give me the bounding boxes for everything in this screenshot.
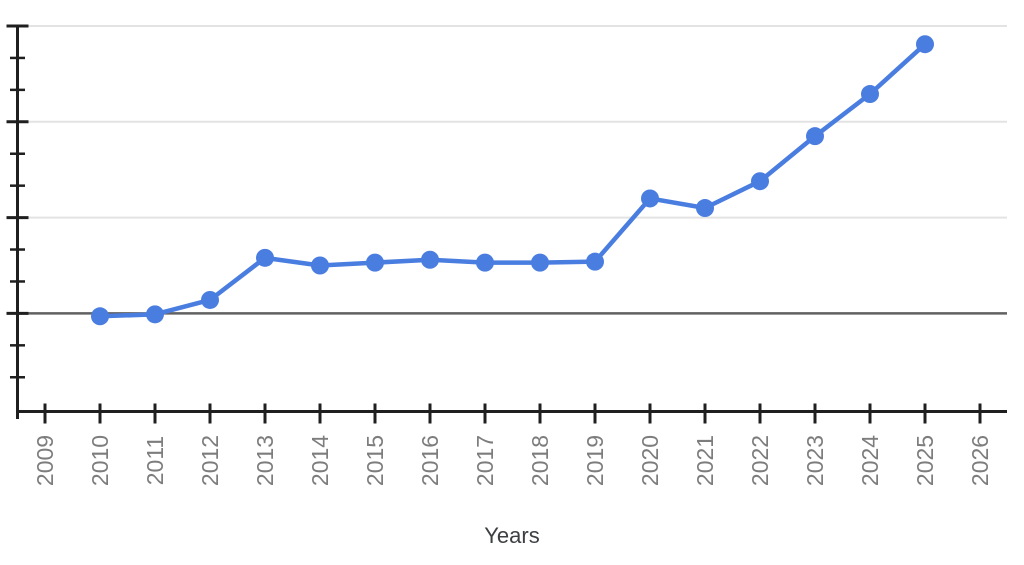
data-point-2025: [916, 35, 934, 54]
data-point-2023: [806, 127, 824, 146]
data-point-2013: [256, 248, 274, 267]
data-point-2012: [201, 290, 219, 309]
data-series: [91, 35, 934, 326]
data-point-2015: [366, 253, 384, 272]
x-axis-label-2019: 2019: [582, 435, 608, 486]
data-point-2010: [91, 307, 109, 326]
x-axis-label-2021: 2021: [692, 435, 718, 486]
x-axis-label-2013: 2013: [252, 435, 278, 486]
data-point-2019: [586, 252, 604, 271]
data-point-2018: [531, 253, 549, 272]
x-axis-label-2018: 2018: [527, 435, 553, 486]
data-point-2016: [421, 250, 439, 269]
y-axis: [6, 24, 29, 419]
x-axis-label-2020: 2020: [637, 435, 663, 486]
x-axis-label-2015: 2015: [362, 435, 388, 486]
x-axis-label-2017: 2017: [472, 435, 498, 486]
x-axis-label-2016: 2016: [417, 435, 443, 486]
x-axis-label-2010: 2010: [87, 435, 113, 486]
x-axis-label-2022: 2022: [747, 435, 773, 486]
x-axis-label-2009: 2009: [32, 435, 58, 486]
x-axis-label-2025: 2025: [912, 435, 938, 486]
x-axis-label-2026: 2026: [967, 435, 993, 486]
x-axis: [17, 403, 1007, 424]
x-axis-label-2014: 2014: [307, 435, 333, 486]
data-point-2014: [311, 256, 329, 275]
gridlines: [17, 25, 1007, 315]
data-point-2024: [861, 85, 879, 104]
series-line: [97, 41, 928, 319]
data-point-2021: [696, 199, 714, 218]
x-axis-label-2012: 2012: [197, 435, 223, 486]
x-axis-title: Years: [484, 523, 540, 548]
x-axis-label-2024: 2024: [857, 435, 883, 486]
data-point-2011: [146, 305, 164, 324]
data-point-2017: [476, 253, 494, 272]
data-point-2020: [641, 189, 659, 208]
data-point-2022: [751, 172, 769, 191]
x-axis-label-2023: 2023: [802, 435, 828, 486]
x-axis-tick-labels: 2009 2010 2011 2012 2013 2014 2015 2016 2017 2018…: [32, 435, 993, 486]
x-axis-label-2011: 2011: [142, 436, 168, 485]
